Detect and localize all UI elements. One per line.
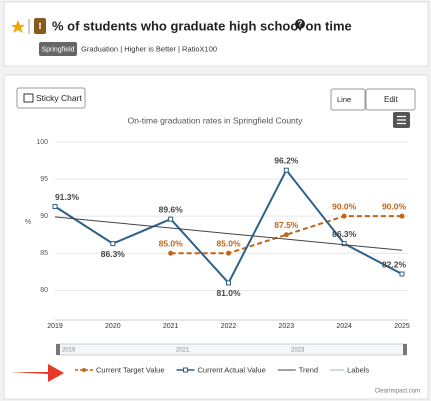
navigator-label: 2019 [62, 348, 76, 354]
navigator-label: 2021 [176, 348, 190, 354]
edit-button[interactable] [365, 88, 416, 111]
annotation-arrow [10, 364, 64, 382]
y-axis-label: % [25, 219, 31, 226]
y-tick-label: 85 [40, 250, 48, 257]
y-tick-label: 95 [40, 176, 48, 183]
x-tick-label: 2020 [105, 323, 121, 330]
marker [283, 167, 289, 173]
tag-badge [39, 42, 77, 56]
tag-text: Springfield [41, 46, 74, 53]
marker [341, 213, 347, 219]
data-label: 96.2% [274, 155, 299, 165]
data-label: 85.0% [216, 239, 241, 249]
help-icon[interactable] [295, 19, 305, 29]
x-tick-label: 2025 [394, 323, 410, 330]
y-tick-label: 100 [36, 139, 48, 146]
data-label: 91.3% [55, 192, 80, 202]
navigator-label: 2023 [291, 348, 305, 354]
navigator-handle[interactable] [56, 344, 60, 355]
marker [226, 280, 231, 286]
type-text: Line [337, 95, 351, 104]
help-text: ? [298, 20, 303, 29]
navigator[interactable] [57, 343, 407, 356]
chart-title: On-time graduation rates in Springfield … [128, 115, 304, 125]
meta-text: Graduation | Higher is Better | RatioX10… [81, 44, 217, 53]
marker [283, 232, 289, 238]
legend-label[interactable]: Current Actual Value [198, 365, 266, 374]
sticky-button[interactable] [16, 87, 86, 109]
edit-text: Edit [384, 95, 399, 104]
data-label: 85.0% [159, 239, 184, 249]
legend-marker [82, 368, 86, 372]
x-tick-label: 2024 [336, 323, 352, 330]
y-tick-label: 80 [40, 287, 48, 294]
data-label: 87.5% [274, 220, 299, 230]
header-card [3, 1, 429, 67]
y-tick-label: 90 [40, 213, 48, 220]
legend-label[interactable]: Labels [347, 365, 369, 374]
data-label: 86.3% [101, 249, 126, 259]
marker [341, 241, 347, 247]
legend-label[interactable]: Trend [299, 365, 318, 374]
badge-text: I [39, 21, 42, 31]
navigator-handle[interactable] [403, 344, 407, 355]
marker [110, 241, 116, 247]
menu-lines [397, 115, 406, 125]
page-title: % of students who graduate high school o… [52, 18, 352, 33]
type-button[interactable] [330, 88, 366, 111]
x-tick-label: 2023 [279, 323, 295, 330]
data-label: 89.6% [159, 204, 184, 214]
data-label: 82.2% [382, 259, 407, 269]
sticky-text: Sticky Chart [36, 93, 82, 103]
x-tick-label: 2022 [221, 323, 237, 330]
trend-line [54, 216, 403, 251]
legend-marker [183, 367, 189, 373]
footer-text: ClearImpact.com [375, 389, 420, 395]
x-tick-label: 2021 [163, 323, 179, 330]
data-label: 86.3% [332, 229, 357, 239]
marker [168, 250, 174, 256]
marker [399, 271, 405, 277]
data-label: 81.0% [216, 288, 241, 298]
sticky-icon [23, 93, 34, 103]
legend-label[interactable]: Current Target Value [96, 365, 165, 374]
data-label: 90.0% [332, 201, 357, 211]
indicator-badge [34, 18, 46, 34]
marker [399, 213, 405, 219]
marker [52, 204, 58, 210]
marker [168, 216, 174, 222]
marker [226, 250, 231, 256]
star-icon[interactable] [11, 20, 25, 33]
x-tick-label: 2019 [47, 323, 63, 330]
data-label: 90.0% [382, 201, 407, 211]
